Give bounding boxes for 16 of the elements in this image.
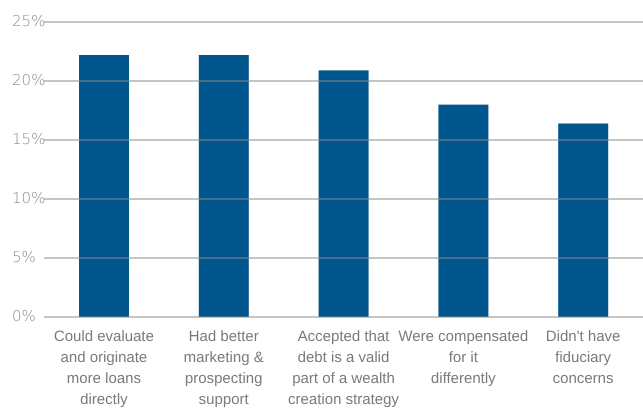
x-tick-label: Accepted that debt is a valid part of a wealth creation strategy bbox=[288, 328, 400, 408]
y-tick-label: 15% bbox=[12, 130, 46, 148]
y-tick-label: 25% bbox=[12, 12, 46, 30]
x-tick-label: Could evaluate and originate more loans directly bbox=[54, 328, 154, 408]
y-tick-label: 5% bbox=[12, 248, 36, 266]
bar bbox=[79, 55, 129, 317]
bar bbox=[318, 70, 369, 317]
x-tick-label: Had better marketing & prospecting support bbox=[184, 328, 264, 408]
bar bbox=[438, 104, 488, 317]
y-tick-label: 20% bbox=[12, 71, 46, 89]
bar bbox=[198, 55, 249, 317]
y-tick-label: 10% bbox=[12, 189, 46, 207]
y-tick-label: 0% bbox=[12, 307, 36, 325]
x-tick-label: Didn't have fiduciary concerns bbox=[546, 328, 620, 387]
x-tick-label: Were compensated for it differently bbox=[398, 328, 528, 387]
bar bbox=[558, 123, 608, 317]
